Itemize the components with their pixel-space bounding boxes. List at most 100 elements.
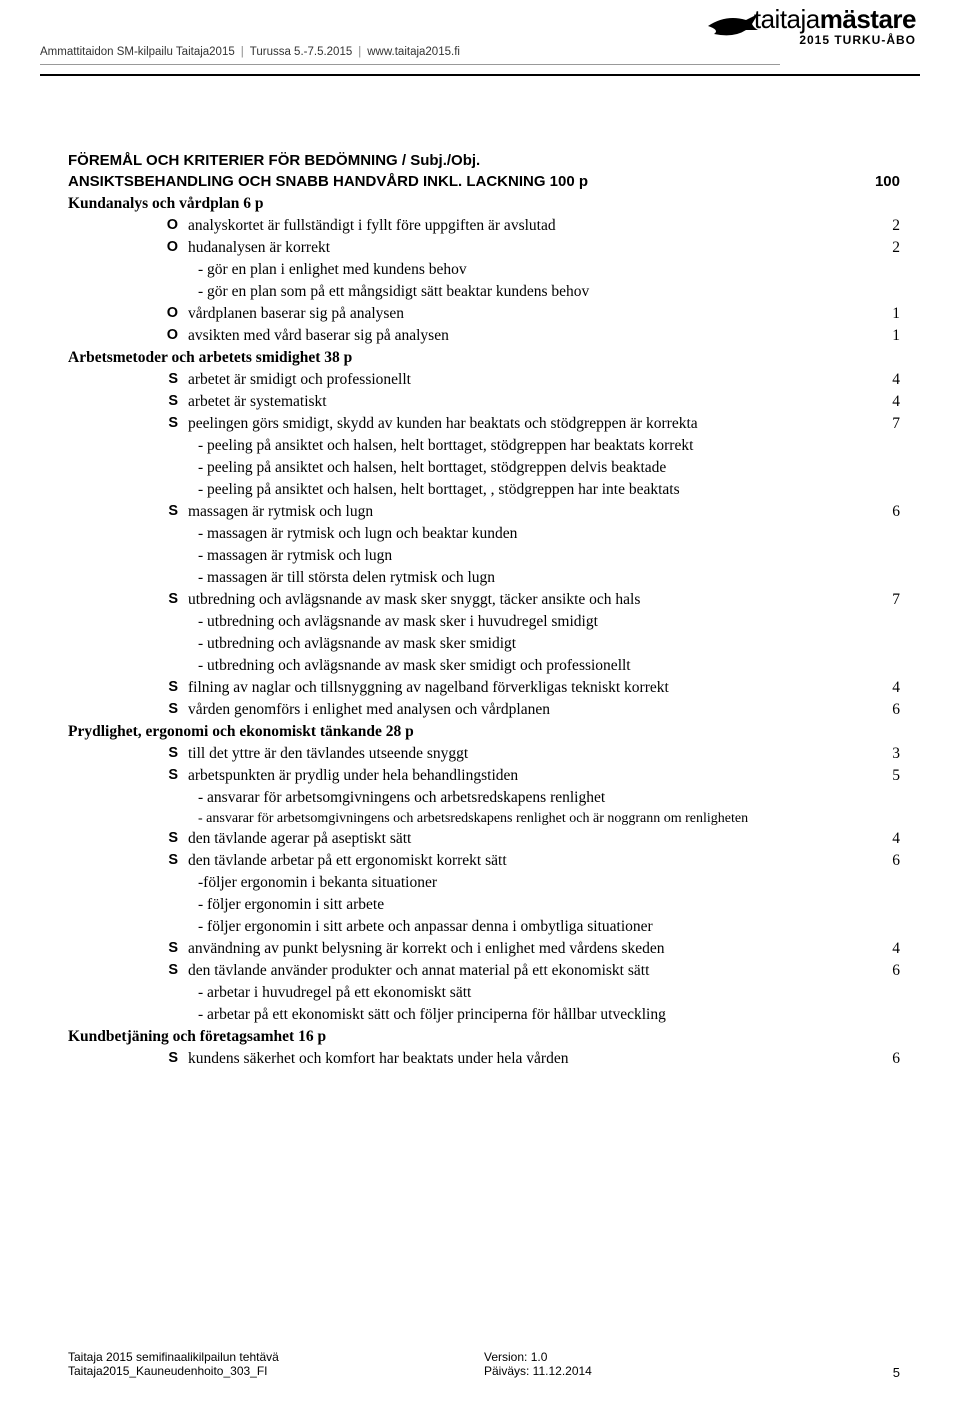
doc-title-2-pts: 100 (875, 171, 900, 192)
criteria-sub: - utbredning och avlägsnande av mask ske… (68, 611, 900, 633)
criteria-sub: - peeling på ansiktet och halsen, helt b… (68, 479, 900, 501)
criteria-row: Sarbetspunkten är prydlig under hela beh… (68, 765, 900, 787)
criteria-row: Speelingen görs smidigt, skydd av kunden… (68, 413, 900, 435)
criteria-text: peelingen görs smidigt, skydd av kunden … (188, 413, 870, 435)
criteria-tag: S (68, 699, 188, 721)
criteria-row: Smassagen är rytmisk och lugn6 (68, 501, 900, 523)
criteria-text: arbetet är smidigt och professionellt (188, 369, 870, 391)
criteria-row: Sfilning av naglar och tillsnyggning av … (68, 677, 900, 699)
footer-left-2: Taitaja2015_Kauneudenhoito_303_FI (68, 1364, 484, 1378)
brand-prefix: taitaja (754, 4, 820, 34)
criteria-tag: S (68, 765, 188, 787)
criteria-tag: S (68, 743, 188, 765)
criteria-sub: - gör en plan som på ett mångsidigt sätt… (68, 281, 900, 303)
page-number: 5 (893, 1365, 900, 1380)
bird-logo-icon (706, 6, 760, 46)
criteria-row: Oanalyskortet är fullständigt i fyllt fö… (68, 215, 900, 237)
criteria-row: Sutbredning och avlägsnande av mask sker… (68, 589, 900, 611)
criteria-text: avsikten med vård baserar sig på analyse… (188, 325, 870, 347)
footer-left-1: Taitaja 2015 semifinaalikilpailun tehtäv… (68, 1350, 484, 1364)
criteria-sub: - utbredning och avlägsnande av mask ske… (68, 633, 900, 655)
brand-sub: 2015 TURKU-ÅBO (754, 33, 916, 47)
criteria-pts: 5 (870, 765, 900, 787)
section-head: Prydlighet, ergonomi och ekonomiskt tänk… (68, 721, 900, 743)
criteria-tag: O (68, 325, 188, 347)
criteria-pts: 1 (870, 303, 900, 325)
criteria-pts: 4 (870, 938, 900, 960)
criteria-pts: 6 (870, 501, 900, 523)
section-head: Kundbetjäning och företagsamhet 16 p (68, 1026, 900, 1048)
criteria-tag: S (68, 369, 188, 391)
criteria-pts: 1 (870, 325, 900, 347)
section-head: Kundanalys och vårdplan 6 p (68, 193, 900, 215)
criteria-pts: 2 (870, 237, 900, 259)
criteria-pts: 4 (870, 369, 900, 391)
criteria-tag: S (68, 960, 188, 982)
criteria-text: hudanalysen är korrekt (188, 237, 870, 259)
criteria-sub: - massagen är rytmisk och lugn och beakt… (68, 523, 900, 545)
criteria-pts: 7 (870, 413, 900, 435)
criteria-pts: 2 (870, 215, 900, 237)
criteria-pts: 6 (870, 960, 900, 982)
criteria-text: filning av naglar och tillsnyggning av n… (188, 677, 870, 699)
criteria-tag: S (68, 938, 188, 960)
criteria-tag: S (68, 501, 188, 523)
criteria-sub: - peeling på ansiktet och halsen, helt b… (68, 435, 900, 457)
criteria-row: Sarbetet är smidigt och professionellt4 (68, 369, 900, 391)
criteria-text: vården genomförs i enlighet med analysen… (188, 699, 870, 721)
criteria-pts: 6 (870, 850, 900, 872)
criteria-pts: 7 (870, 589, 900, 611)
criteria-text: analyskortet är fullständigt i fyllt för… (188, 215, 870, 237)
criteria-text: massagen är rytmisk och lugn (188, 501, 870, 523)
criteria-text: användning av punkt belysning är korrekt… (188, 938, 870, 960)
criteria-sub: - följer ergonomin i sitt arbete och anp… (68, 916, 900, 938)
criteria-sub: - massagen är rytmisk och lugn (68, 545, 900, 567)
criteria-pts: 4 (870, 828, 900, 850)
criteria-tag: S (68, 677, 188, 699)
criteria-tag: O (68, 215, 188, 237)
criteria-row: Skundens säkerhet och komfort har beakta… (68, 1048, 900, 1070)
page-footer: Taitaja 2015 semifinaalikilpailun tehtäv… (68, 1350, 900, 1378)
criteria-row: Ovårdplanen baserar sig på analysen1 (68, 303, 900, 325)
criteria-sub: - peeling på ansiktet och halsen, helt b… (68, 457, 900, 479)
header-competition: Ammattitaidon SM-kilpailu Taitaja2015 (40, 46, 235, 58)
header-location: Turussa 5.-7.5.2015 (250, 46, 353, 58)
criteria-pts: 6 (870, 699, 900, 721)
criteria-row: Sanvändning av punkt belysning är korrek… (68, 938, 900, 960)
criteria-text: den tävlande använder produkter och anna… (188, 960, 870, 982)
header-rule-thick (40, 74, 920, 76)
document-body: FÖREMÅL OCH KRITERIER FÖR BEDÖMNING / Su… (68, 150, 900, 1070)
criteria-pts: 4 (870, 677, 900, 699)
criteria-text: den tävlande agerar på aseptiskt sätt (188, 828, 870, 850)
criteria-tag: S (68, 850, 188, 872)
criteria-sub: - ansvarar för arbetsomgivningens och ar… (68, 809, 900, 829)
criteria-text: vårdplanen baserar sig på analysen (188, 303, 870, 325)
page-header: taitajamästare 2015 TURKU-ÅBO Ammattitai… (0, 0, 960, 78)
criteria-pts: 6 (870, 1048, 900, 1070)
doc-title-1: FÖREMÅL OCH KRITERIER FÖR BEDÖMNING / Su… (68, 150, 900, 171)
criteria-sub: - ansvarar för arbetsomgivningens och ar… (68, 787, 900, 809)
criteria-sub: - arbetar på ett ekonomiskt sätt och föl… (68, 1004, 900, 1026)
criteria-text: utbredning och avlägsnande av mask sker … (188, 589, 870, 611)
header-url: www.taitaja2015.fi (367, 46, 460, 58)
criteria-text: kundens säkerhet och komfort har beaktat… (188, 1048, 870, 1070)
criteria-sub: - utbredning och avlägsnande av mask ske… (68, 655, 900, 677)
criteria-row: Sden tävlande använder produkter och ann… (68, 960, 900, 982)
criteria-text: till det yttre är den tävlandes utseende… (188, 743, 870, 765)
brand-suffix: mästare (820, 4, 916, 34)
criteria-tag: O (68, 237, 188, 259)
criteria-sub: -följer ergonomin i bekanta situationer (68, 872, 900, 894)
criteria-sub: - följer ergonomin i sitt arbete (68, 894, 900, 916)
criteria-tag: S (68, 589, 188, 611)
criteria-row: Sarbetet är systematiskt4 (68, 391, 900, 413)
criteria-tag: O (68, 303, 188, 325)
brand-logo: taitajamästare 2015 TURKU-ÅBO (754, 4, 916, 47)
criteria-text: arbetspunkten är prydlig under hela beha… (188, 765, 870, 787)
criteria-tag: S (68, 391, 188, 413)
criteria-row: Sden tävlande agerar på aseptiskt sätt4 (68, 828, 900, 850)
criteria-sub: - massagen är till största delen rytmisk… (68, 567, 900, 589)
criteria-row: Sden tävlande arbetar på ett ergonomiskt… (68, 850, 900, 872)
criteria-row: Oavsikten med vård baserar sig på analys… (68, 325, 900, 347)
criteria-sub: - arbetar i huvudregel på ett ekonomiskt… (68, 982, 900, 1004)
header-rule-thin (40, 64, 780, 65)
